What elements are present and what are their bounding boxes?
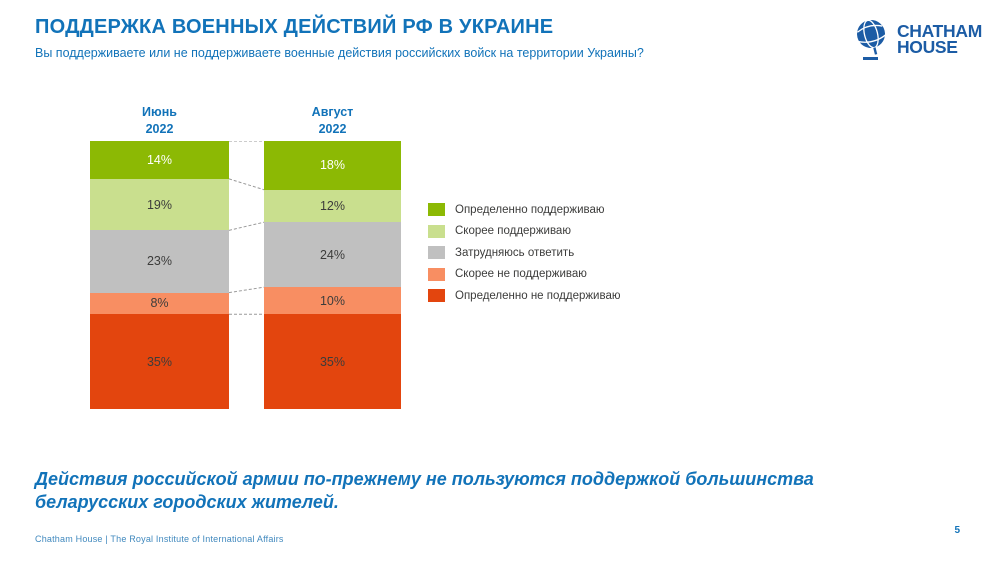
column-header-june: Июнь 2022	[90, 104, 229, 138]
stacked-bar-chart: 14% 19% 23% 8% 35% 18% 12% 24% 10% 35%	[0, 141, 1000, 409]
stacked-bar-june: 14% 19% 23% 8% 35%	[90, 141, 229, 409]
legend-item: Затрудняюсь ответить	[428, 246, 620, 259]
bar-segment: 18%	[264, 141, 401, 190]
chatham-house-logo: CHATHAM HOUSE	[851, 16, 982, 62]
legend-swatch	[428, 289, 445, 302]
bar-segment: 23%	[90, 230, 229, 293]
connector-line	[229, 178, 264, 191]
column-header-august: Август 2022	[264, 104, 401, 138]
legend-label: Скорее не поддерживаю	[455, 268, 587, 280]
logo-line1: CHATHAM	[896, 21, 982, 41]
stacked-bar-august: 18% 12% 24% 10% 35%	[264, 141, 401, 409]
segment-value-label: 35%	[319, 354, 346, 369]
bar-segment: 24%	[264, 222, 401, 288]
takeaway-text: Действия российской армии по-прежнему не…	[35, 469, 814, 512]
legend-swatch	[428, 224, 445, 238]
legend-item: Скорее не поддерживаю	[428, 267, 620, 281]
connector-lines	[229, 141, 264, 315]
page-subtitle: Вы поддерживаете или не поддерживаете во…	[35, 46, 644, 60]
segment-value-label: 14%	[146, 152, 173, 167]
column-header-year: 2022	[318, 122, 347, 136]
column-header-year: 2022	[145, 122, 174, 136]
segment-value-label: 12%	[319, 198, 346, 213]
bar-segment: 12%	[264, 189, 401, 223]
bar-segment: 35%	[264, 314, 401, 409]
column-header-month: Июнь	[142, 105, 177, 119]
legend-item: Скорее поддерживаю	[428, 224, 620, 238]
segment-value-label: 23%	[146, 254, 173, 269]
column-header-month: Август	[311, 105, 354, 119]
legend-label: Затрудняюсь ответить	[455, 246, 575, 259]
legend-swatch	[428, 267, 445, 281]
page-number: 5	[954, 525, 960, 536]
legend-swatch	[428, 203, 445, 216]
bar-segment: 8%	[90, 292, 229, 315]
legend-label: Определенно не поддерживаю	[455, 289, 621, 302]
page-title: ПОДДЕРЖКА ВОЕННЫХ ДЕЙСТВИЙ РФ В УКРАИНЕ	[35, 16, 554, 38]
segment-value-label: 35%	[146, 354, 173, 369]
segment-value-label: 18%	[319, 158, 346, 173]
segment-value-label: 8%	[150, 296, 169, 311]
logo-text: CHATHAM HOUSE	[896, 21, 982, 57]
bar-segment: 14%	[90, 141, 229, 179]
footer-text: Chatham House | The Royal Institute of I…	[35, 534, 284, 544]
legend-item: Определенно поддерживаю	[428, 203, 620, 216]
legend-label: Скорее поддерживаю	[455, 225, 571, 237]
legend-item: Определенно не поддерживаю	[428, 289, 620, 302]
segment-value-label: 24%	[319, 247, 346, 262]
segment-value-label: 10%	[319, 293, 346, 308]
logo-line2: HOUSE	[896, 37, 958, 57]
globe-icon	[856, 19, 886, 60]
legend-label: Определенно поддерживаю	[455, 203, 605, 216]
segment-value-label: 19%	[146, 197, 173, 212]
connector-line	[229, 221, 264, 231]
chart-legend: Определенно поддерживаю Скорее поддержива…	[428, 203, 620, 311]
bar-segment: 19%	[90, 178, 229, 231]
bar-segment: 10%	[264, 287, 401, 315]
legend-swatch	[428, 246, 445, 259]
bar-segment: 35%	[90, 314, 229, 409]
connector-line	[229, 286, 264, 294]
